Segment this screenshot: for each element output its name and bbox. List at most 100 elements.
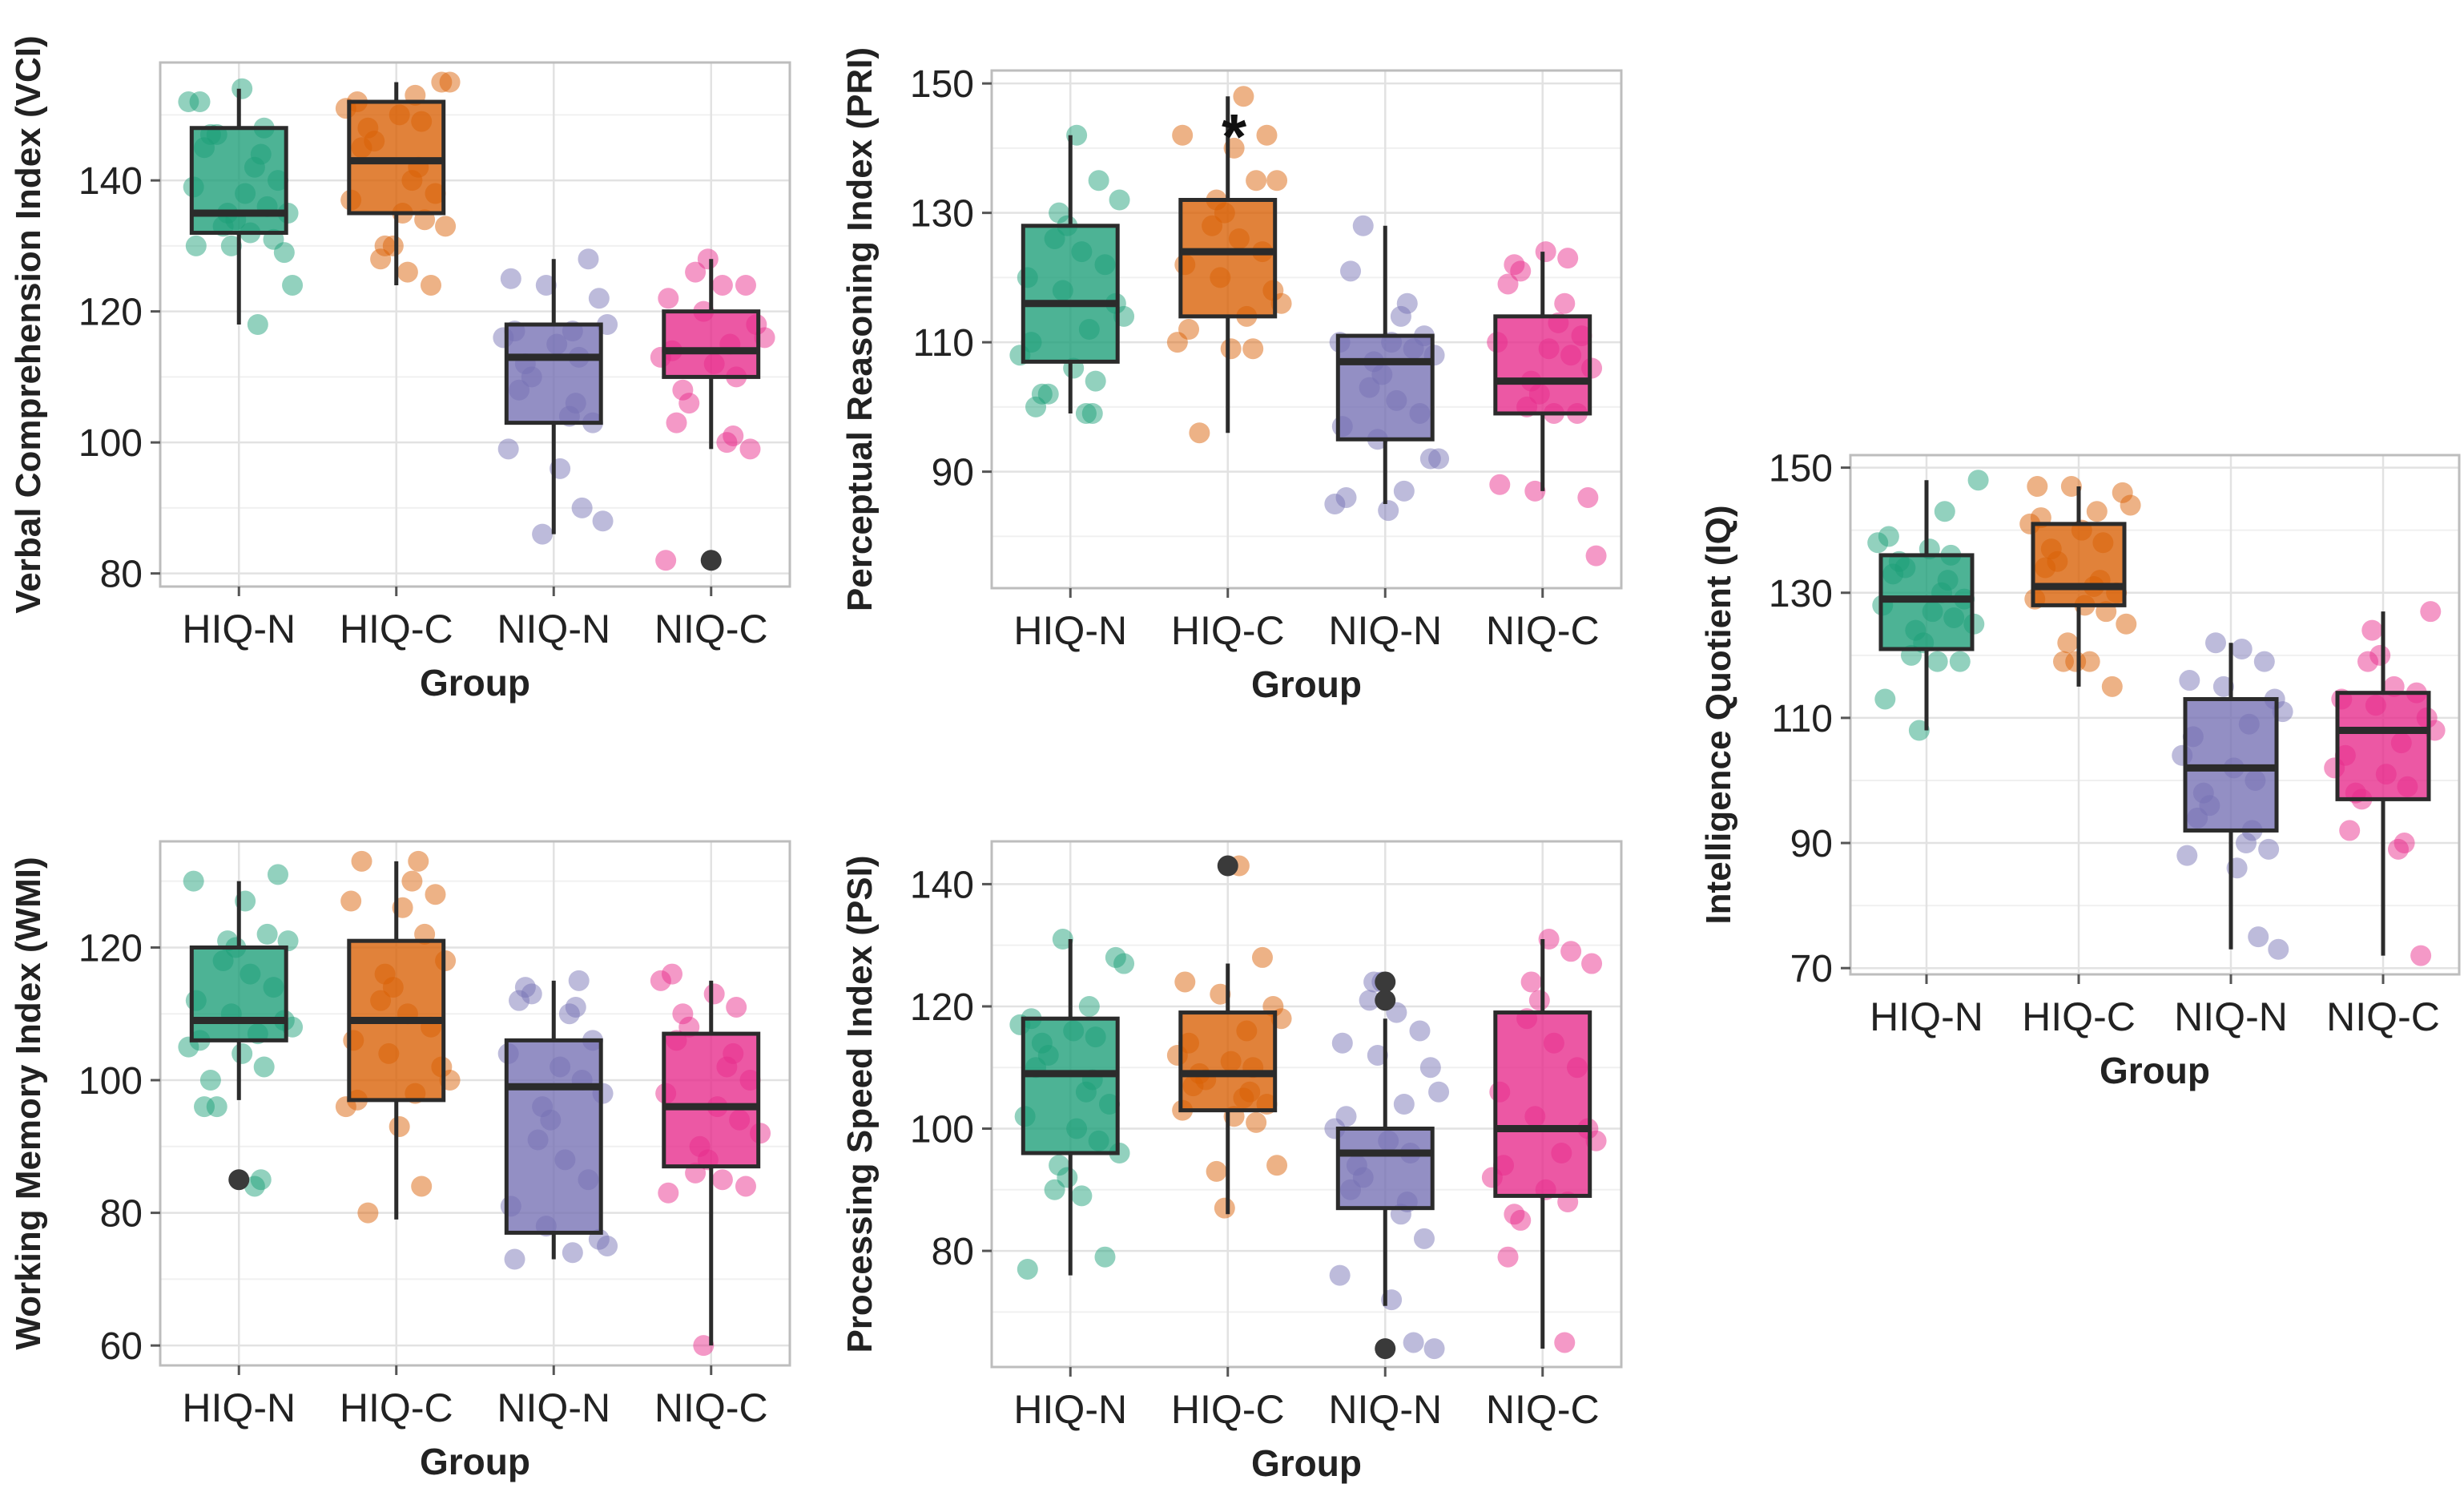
- data-point: [597, 1235, 618, 1256]
- data-point: [2112, 482, 2133, 503]
- plot-frame: [1849, 454, 2461, 976]
- data-point: [1166, 332, 1188, 353]
- data-point: [1577, 486, 1599, 508]
- data-point: [1031, 383, 1053, 405]
- data-point: [1908, 720, 1930, 741]
- data-point: [1934, 501, 1955, 522]
- data-point: [1497, 273, 1519, 295]
- data-point: [1172, 124, 1194, 146]
- data-point: [2388, 838, 2409, 860]
- data-point: [1497, 1246, 1519, 1268]
- y-tick-label: 90: [1790, 823, 1833, 865]
- data-point: [2179, 670, 2200, 692]
- data-point: [232, 1042, 253, 1064]
- data-point: [273, 242, 295, 264]
- data-point: [267, 864, 288, 885]
- data-point: [739, 438, 761, 460]
- data-point: [2258, 838, 2280, 860]
- data-point: [735, 1175, 756, 1197]
- data-point: [401, 870, 423, 892]
- box-hiq-c: [2031, 522, 2127, 607]
- data-point: [1340, 260, 1362, 282]
- y-axis-title: Intelligence Quotient (IQ): [1699, 505, 1738, 924]
- data-point: [1329, 1264, 1351, 1286]
- data-point: [1057, 1167, 1078, 1188]
- data-point: [1393, 480, 1415, 502]
- box-niq-c: [2335, 691, 2431, 801]
- data-point: [189, 91, 211, 113]
- data-point: [183, 870, 204, 892]
- data-point: [1094, 1246, 1116, 1268]
- data-point: [697, 248, 719, 270]
- data-point: [382, 235, 404, 256]
- x-tick-label: HIQ-N: [1870, 994, 1983, 1039]
- y-axis-title: Perceptual Reasoning Index (PRI): [840, 47, 880, 611]
- data-point: [199, 1070, 221, 1091]
- data-point: [1949, 651, 1971, 672]
- data-point: [435, 216, 457, 237]
- y-tick-label: 80: [932, 1231, 974, 1273]
- data-point: [370, 248, 392, 270]
- data-point: [568, 970, 590, 991]
- data-point: [2212, 675, 2234, 697]
- data-point: [1085, 370, 1106, 392]
- y-axis-title: Working Memory Index (WMI): [9, 857, 48, 1349]
- x-tick-label: HIQ-N: [1013, 1387, 1127, 1432]
- data-point: [411, 1175, 433, 1197]
- data-point: [425, 884, 446, 905]
- data-point: [1220, 338, 1242, 360]
- data-point: [685, 261, 707, 283]
- outlier-point: [1217, 855, 1238, 877]
- x-axis-title: Group: [1251, 1442, 1362, 1484]
- box-hiq-n: [189, 126, 288, 236]
- x-tick-label: HIQ-C: [340, 607, 453, 651]
- data-point: [592, 510, 614, 532]
- data-point: [1423, 1338, 1445, 1360]
- x-axis-title: Group: [1251, 663, 1362, 705]
- outlier-point: [228, 1169, 250, 1191]
- data-point: [1585, 545, 1607, 567]
- data-point: [2176, 845, 2198, 866]
- data-point: [1206, 1160, 1227, 1182]
- data-point: [1504, 1204, 1525, 1225]
- data-point: [1256, 124, 1278, 146]
- box-hiq-n: [1021, 1016, 1120, 1155]
- y-tick-label: 100: [79, 422, 143, 465]
- data-point: [351, 850, 372, 872]
- data-point: [1335, 1106, 1357, 1127]
- data-point: [1078, 995, 1100, 1017]
- box-niq-n: [504, 1038, 603, 1235]
- data-point: [1867, 532, 1889, 554]
- data-point: [1378, 500, 1399, 522]
- data-point: [1428, 1081, 1450, 1103]
- data-point: [1189, 422, 1210, 444]
- data-point: [1428, 448, 1450, 470]
- panel-wmi: 60 80 100 120 HIQ-N HIQ-C NIQ-N NIQ-C Group Worki…: [9, 840, 791, 1482]
- plot-frame: [159, 840, 791, 1367]
- data-point: [2101, 675, 2123, 697]
- data-point: [1535, 241, 1556, 263]
- y-tick-label: 140: [910, 864, 974, 906]
- data-point: [2339, 820, 2361, 841]
- data-point: [565, 996, 586, 1018]
- data-point: [666, 412, 687, 433]
- data-point: [282, 274, 304, 296]
- y-axis-title: Processing Speed Index (PSI): [840, 855, 880, 1353]
- panel-iq: 70 90 110 130 150 HIQ-N HIQ-C NIQ-N NIQ-C Group In…: [1699, 448, 2461, 1091]
- data-point: [1052, 929, 1073, 950]
- data-point: [1266, 1155, 1288, 1176]
- data-point: [1396, 292, 1418, 314]
- x-tick-label: NIQ-C: [654, 607, 768, 651]
- data-point: [497, 438, 519, 460]
- x-tick-label: NIQ-N: [2174, 994, 2288, 1039]
- data-point: [558, 1003, 580, 1025]
- y-tick-label: 60: [100, 1325, 143, 1368]
- data-point: [220, 235, 242, 256]
- data-point: [535, 274, 557, 296]
- data-point: [578, 248, 599, 270]
- data-point: [500, 268, 521, 289]
- data-point: [504, 1248, 525, 1270]
- data-point: [185, 235, 207, 256]
- significance-annotation: *: [1222, 101, 1247, 172]
